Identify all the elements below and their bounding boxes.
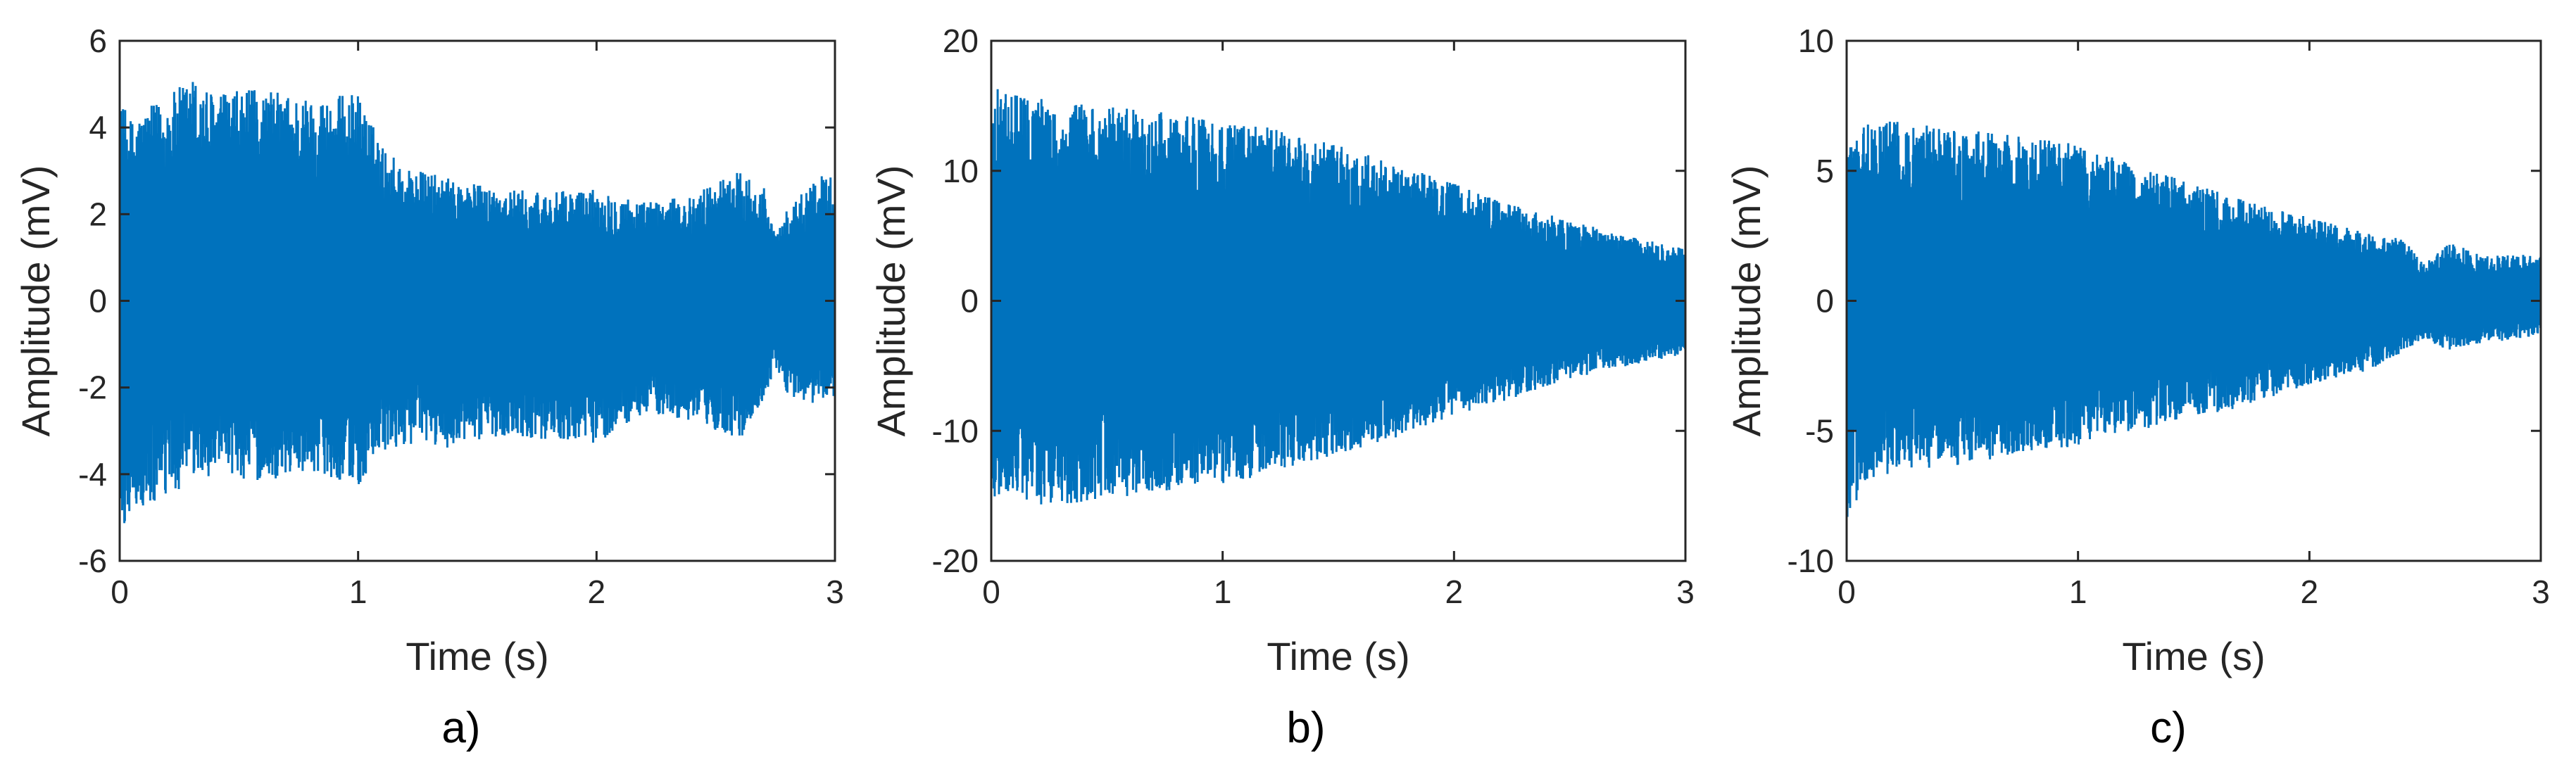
y-tick-label: 4	[89, 109, 107, 146]
x-tick-label: 2	[1445, 574, 1464, 610]
x-tick-label: 3	[1676, 574, 1695, 610]
signal-series-line	[991, 89, 1685, 505]
x-axis-label: Time (s)	[406, 634, 548, 678]
y-axis-label: Amplitude (mV)	[1724, 165, 1768, 437]
y-tick-label: 0	[89, 283, 107, 319]
y-axis-label: Amplitude (mV)	[13, 165, 58, 437]
y-axis-label: Amplitude (mV)	[869, 165, 913, 437]
chart-panel: 0 1 2 3 -20 -10 0 10 20 Time (s) Amplitude (mV) b)	[869, 23, 1695, 752]
x-tick-label: 1	[2069, 574, 2087, 610]
chart-panel: 0 1 2 3 -10 -5 0 5 10 Time (s) Amplitude (mV) c)	[1724, 23, 2550, 752]
y-tick-label: -2	[78, 369, 107, 406]
y-tick-label: -10	[932, 412, 979, 449]
chart-panel: 0 1 2 3 -6 -4 -2 0 2 4 6 Time (s) Amplitude (mV) a)	[13, 23, 844, 752]
x-tick-label: 3	[826, 574, 844, 610]
x-axis-label: Time (s)	[1267, 634, 1409, 678]
y-tick-label: -20	[932, 543, 979, 579]
x-axis-label: Time (s)	[2122, 634, 2265, 678]
signal-series-line	[120, 82, 835, 524]
y-tick-label: 10	[943, 153, 979, 189]
signal-series-line	[1847, 121, 2541, 517]
x-tick-label: 0	[1837, 574, 1856, 610]
x-tick-label: 0	[982, 574, 1000, 610]
y-tick-label: 5	[1816, 153, 1834, 189]
panel-label: c)	[2150, 704, 2187, 752]
y-tick-label: -4	[78, 456, 107, 493]
panel-label: a)	[441, 704, 480, 752]
panel-label: b)	[1286, 704, 1325, 752]
x-tick-label: 1	[349, 574, 367, 610]
y-tick-label: 6	[89, 23, 107, 59]
y-tick-label: 10	[1798, 23, 1834, 59]
x-tick-label: 3	[2532, 574, 2550, 610]
y-tick-label: -6	[78, 543, 107, 579]
y-tick-label: 20	[943, 23, 979, 59]
y-tick-label: 2	[89, 196, 107, 232]
x-tick-label: 0	[111, 574, 129, 610]
y-tick-label: 0	[960, 283, 979, 319]
y-tick-label: 0	[1816, 283, 1834, 319]
x-tick-label: 1	[1214, 574, 1232, 610]
y-tick-label: -10	[1788, 543, 1834, 579]
y-tick-label: -5	[1805, 412, 1834, 449]
x-tick-label: 2	[2301, 574, 2319, 610]
x-tick-label: 2	[588, 574, 606, 610]
